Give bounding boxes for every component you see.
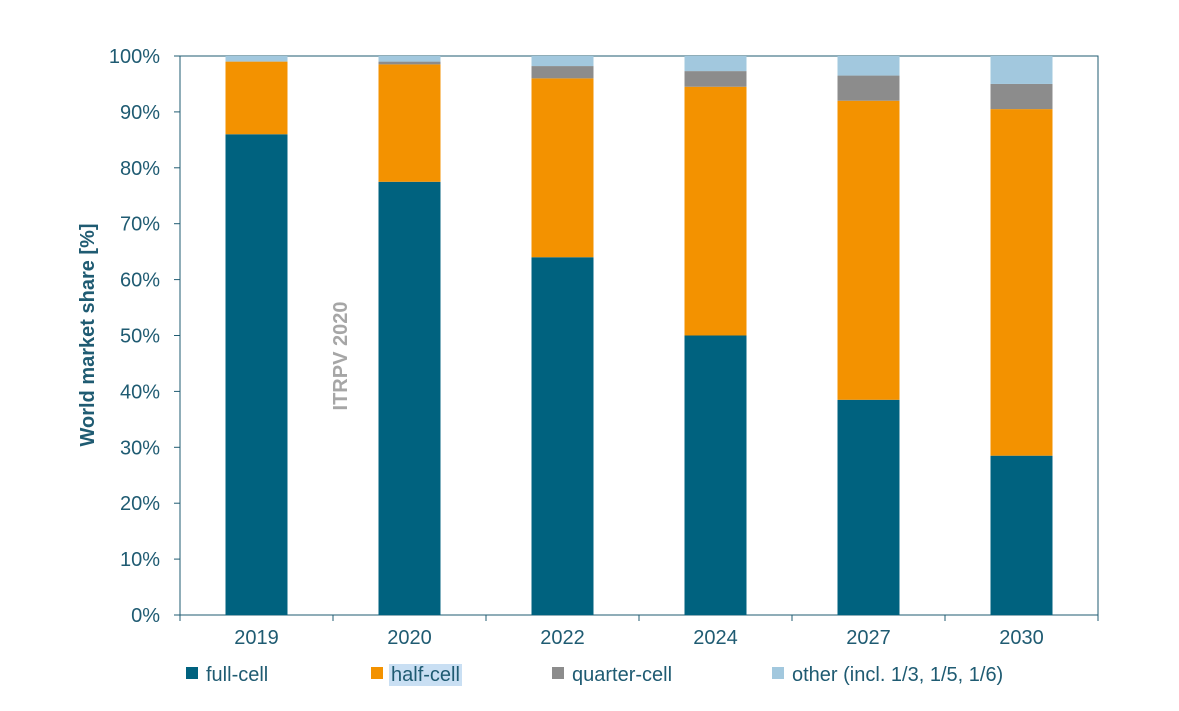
bar-segment-half-cell-2019	[225, 61, 288, 135]
bar-segment-other-2020	[378, 56, 441, 62]
y-tick-label: 10%	[120, 549, 160, 571]
bar-segment-quarter-cell-2022	[531, 66, 594, 79]
y-tick-label: 70%	[120, 214, 160, 236]
legend-swatch	[772, 666, 784, 679]
plot-area-frame	[179, 55, 1099, 616]
bar-segment-half-cell-2024	[684, 86, 747, 336]
bar-segment-full-cell-2024	[684, 335, 747, 615]
bar-segment-other-2019	[225, 56, 288, 62]
legend-label: other (incl. 1/3, 1/5, 1/6)	[792, 663, 1004, 686]
y-tick-label: 90%	[120, 102, 160, 124]
legend-swatch	[371, 666, 383, 679]
legend-item-half-cell: half-cell	[371, 660, 462, 688]
y-tick-label: 20%	[120, 493, 160, 515]
itrpv-annotation: ITRPV 2020	[330, 302, 352, 411]
y-axis-title: World market share [%]	[77, 223, 99, 446]
x-tick-label: 2020	[387, 627, 432, 649]
x-tick-label: 2022	[540, 627, 585, 649]
legend-item-other: other (incl. 1/3, 1/5, 1/6)	[772, 660, 1005, 688]
bar-segment-full-cell-2020	[378, 181, 441, 615]
legend-item-quarter-cell: quarter-cell	[552, 660, 674, 688]
y-tick-label: 30%	[120, 437, 160, 459]
legend-swatch	[552, 666, 564, 679]
bar-segment-half-cell-2020	[378, 64, 441, 182]
x-tick-label: 2024	[693, 627, 738, 649]
y-tick-label: 80%	[120, 158, 160, 180]
legend-item-full-cell: full-cell	[186, 660, 270, 688]
bar-segment-quarter-cell-2027	[837, 75, 900, 101]
chart-legend: full-cell half-cell quarter-cell other (inc…	[186, 660, 1086, 690]
bar-segment-full-cell-2027	[837, 399, 900, 615]
y-tick-label: 50%	[120, 326, 160, 348]
x-tick-label: 2019	[234, 627, 279, 649]
x-axis: 2019 2020 2022 2024 2027 2030	[179, 615, 1099, 649]
bar-segment-full-cell-2022	[531, 257, 594, 615]
bar-segment-half-cell-2027	[837, 100, 900, 400]
legend-label: quarter-cell	[572, 663, 673, 686]
bar-stacks	[225, 56, 1053, 615]
x-tick-label: 2030	[999, 627, 1044, 649]
bar-segment-quarter-cell-2024	[684, 71, 747, 87]
y-axis: 0% 10% 20% 30% 40% 50% 60% 70% 80% 90% 100%	[109, 46, 180, 627]
legend-swatch	[186, 666, 198, 679]
bar-segment-other-2022	[531, 56, 594, 67]
bar-segment-half-cell-2022	[531, 78, 594, 258]
bar-segment-other-2024	[684, 56, 747, 72]
bar-segment-half-cell-2030	[990, 109, 1053, 456]
bar-segment-other-2027	[837, 56, 900, 76]
bar-segment-quarter-cell-2020	[378, 61, 441, 65]
bar-segment-full-cell-2030	[990, 455, 1053, 615]
y-tick-label: 40%	[120, 381, 160, 403]
y-tick-label: 100%	[109, 46, 160, 68]
y-tick-label: 60%	[120, 270, 160, 292]
bar-segment-quarter-cell-2030	[990, 83, 1053, 110]
legend-label: full-cell	[206, 663, 269, 686]
bar-segment-full-cell-2019	[225, 134, 288, 615]
x-tick-label: 2027	[846, 627, 891, 649]
legend-label: half-cell	[389, 663, 462, 686]
bar-segment-other-2030	[990, 56, 1053, 84]
y-tick-label: 0%	[131, 605, 160, 627]
